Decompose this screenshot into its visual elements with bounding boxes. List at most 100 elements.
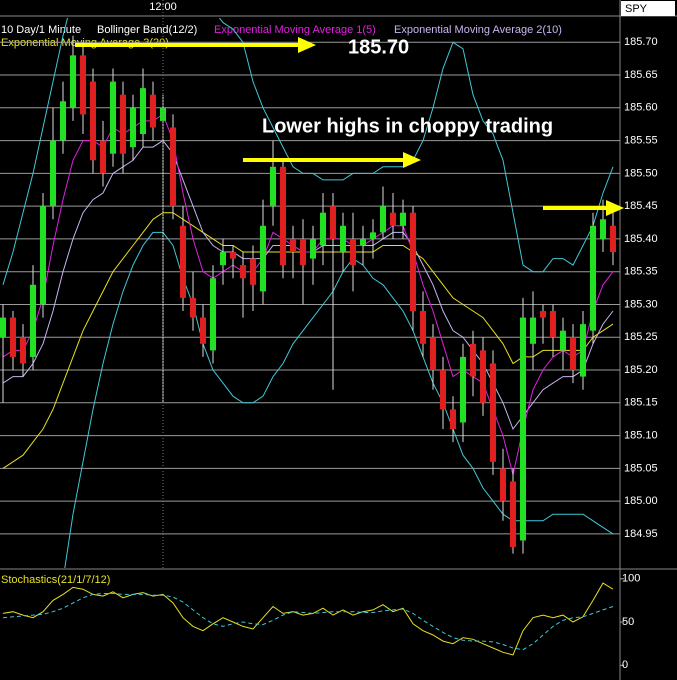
y-tick-label: 185.50 [624,167,658,179]
candle-body [450,409,456,430]
y-tick-label: 185.10 [624,429,658,441]
candle-body [610,225,616,253]
arrow-head [298,37,316,53]
candle-body [230,252,236,259]
candle-body [540,311,546,318]
candle-body [120,94,126,154]
candle-body [360,238,366,246]
candle-body [100,140,106,174]
candle-body [220,252,226,266]
x-tick-label: 12:00 [149,1,177,13]
candle-body [440,370,446,410]
candle-body [550,311,556,338]
candle-body [60,101,66,141]
candle-body [310,238,316,259]
candle-body [10,317,16,357]
candle-body [90,81,96,161]
candle-body [410,212,416,312]
candle-body [80,55,86,115]
symbol-box [621,1,675,16]
candle-body [400,212,406,226]
candle-body [30,284,36,357]
y-tick-label: 100 [622,573,640,585]
candle-body [140,88,146,135]
candle-body [300,238,306,266]
y-tick-label: 185.30 [624,298,658,310]
plot [0,18,620,568]
candle-body [490,363,496,462]
candle-body [570,337,576,371]
chart-title: 10 Day/1 Minute [1,24,81,36]
candle-body [390,212,396,226]
candle-body [110,81,116,154]
candle-body [590,225,596,331]
candle-body [260,225,266,292]
y-tick-label: 185.15 [624,397,658,409]
candle-body [520,317,526,541]
candle-body [190,297,196,318]
arrow-head [606,200,624,216]
candle-body [180,225,186,298]
y-tick-label: 185.60 [624,102,658,114]
candle-body [510,481,516,548]
symbol: SPY [625,3,648,15]
candle-body [430,337,436,371]
stoch-line [2,582,614,656]
candle-body [330,206,336,239]
y-tick-label: 185.45 [624,200,658,212]
y-tick-label: 185.55 [624,134,658,146]
candle-body [130,107,136,148]
candle-body [50,140,56,207]
candle-body [600,219,606,239]
candle-body [240,265,246,279]
candle-body [150,94,156,128]
candle-body [560,330,566,351]
y-tick-label: 185.35 [624,266,658,278]
candle-body [380,206,386,233]
candle-body [40,206,46,305]
y-tick-label: 185.65 [624,69,658,81]
candle-body [480,350,486,403]
candle-body [210,278,216,351]
candle-body [320,212,326,246]
annotation: Lower highs in choppy trading [262,115,553,137]
candle-body [280,166,286,266]
y-tick-label: 185.00 [624,495,658,507]
legend-bollinger: Bollinger Band(12/2) [97,24,197,36]
annotation: 185.70 [348,36,409,58]
stoch-title: Stochastics(21/1/7/12) [1,574,110,586]
y-tick-label: 50 [622,616,634,628]
y-tick-label: 0 [622,659,628,671]
candle-body [70,55,76,108]
candle-body [500,468,506,502]
legend-ema2: Exponential Moving Average 2(10) [394,24,562,36]
y-tick-label: 185.40 [624,233,658,245]
candle-body [250,258,256,285]
candle-body [350,238,356,266]
arrow-head [403,152,421,168]
stoch-line [2,593,614,651]
candle-body [460,356,466,423]
candle-body [530,317,536,344]
candle-body [420,311,426,344]
candle-body [0,317,6,338]
y-tick-label: 185.25 [624,331,658,343]
candle-body [370,232,376,239]
candle-body [470,343,476,377]
candle-body [270,166,276,207]
y-tick-label: 185.05 [624,462,658,474]
candle-body [290,238,296,253]
legend-ema3: Exponential Moving Average 3(20) [1,37,169,49]
candle-body [200,317,206,344]
arrows [75,37,624,216]
candle-body [340,225,346,253]
candle-body [170,127,176,207]
y-tick-label: 185.70 [624,36,658,48]
bollinger-upper [2,18,614,285]
candle-body [20,337,26,364]
candle-body [580,324,586,377]
y-tick-label: 185.20 [624,364,658,376]
y-tick-label: 184.95 [624,528,658,540]
stoch-plot [2,582,614,656]
